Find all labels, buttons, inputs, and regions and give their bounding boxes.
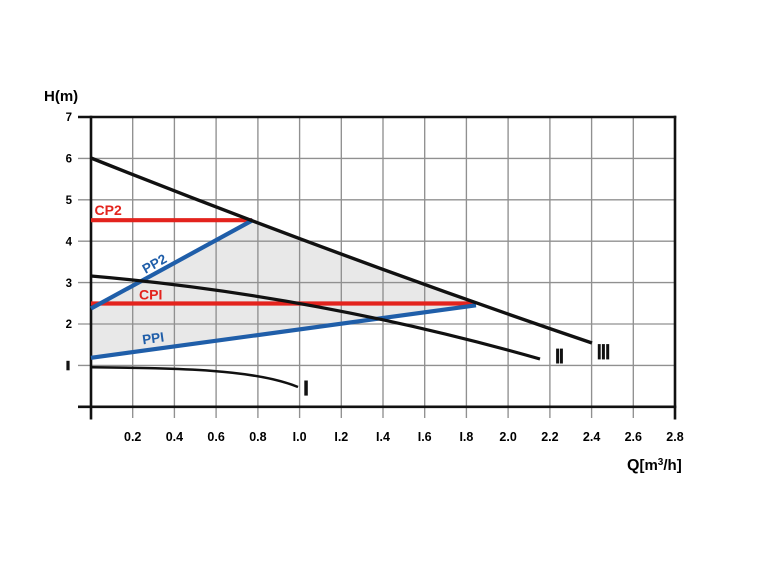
- svg-text:I.6: I.6: [418, 430, 432, 444]
- svg-text:0.2: 0.2: [124, 430, 141, 444]
- svg-text:I.2: I.2: [334, 430, 348, 444]
- svg-text:2.6: 2.6: [625, 430, 642, 444]
- svg-text:2.2: 2.2: [541, 430, 558, 444]
- svg-text:Q[m3/h]: Q[m3/h]: [627, 457, 682, 474]
- svg-text:I.8: I.8: [459, 430, 473, 444]
- svg-text:H(m): H(m): [44, 88, 78, 105]
- svg-text:CP2: CP2: [95, 202, 122, 218]
- svg-text:0.6: 0.6: [207, 430, 224, 444]
- svg-text:6: 6: [66, 154, 72, 166]
- svg-text:2.8: 2.8: [666, 430, 683, 444]
- svg-text:I.0: I.0: [293, 430, 307, 444]
- svg-text:4: 4: [66, 236, 73, 248]
- svg-text:0.8: 0.8: [249, 430, 266, 444]
- svg-text:2.4: 2.4: [583, 430, 600, 444]
- svg-text:2.0: 2.0: [499, 430, 516, 444]
- svg-text:I.4: I.4: [376, 430, 390, 444]
- svg-text:CPI: CPI: [139, 287, 162, 303]
- svg-text:5: 5: [66, 195, 73, 207]
- svg-text:3: 3: [66, 278, 72, 290]
- svg-text:2: 2: [66, 319, 72, 331]
- svg-text:PPI: PPI: [141, 329, 165, 347]
- svg-text:7: 7: [66, 112, 72, 124]
- svg-text:0.4: 0.4: [166, 430, 183, 444]
